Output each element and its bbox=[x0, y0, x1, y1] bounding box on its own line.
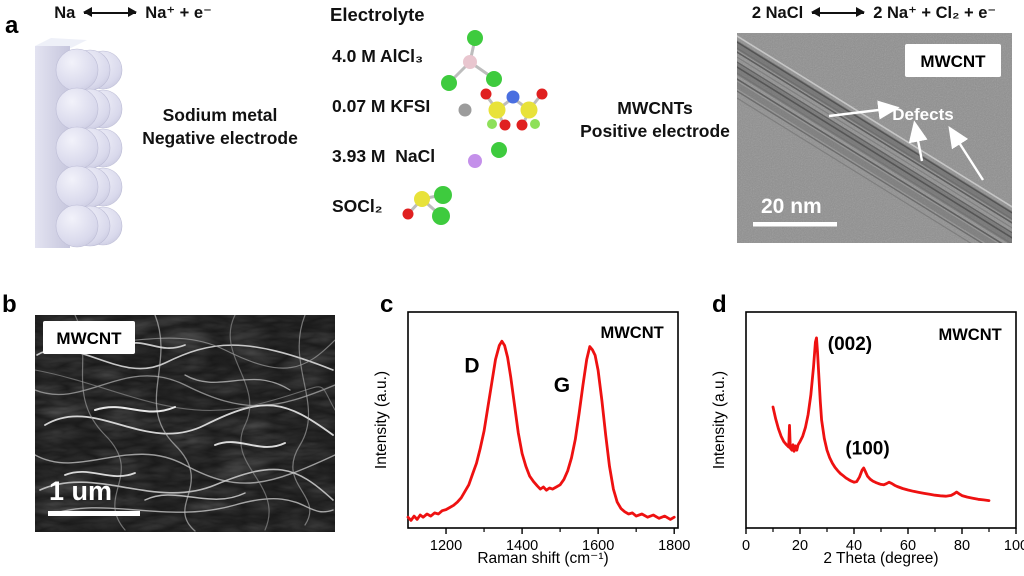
equation-chlorine-lhs: 2 NaCl bbox=[751, 3, 804, 22]
alcl3-molecule-icon bbox=[441, 30, 502, 91]
equation-chlorine-rhs: 2 Na⁺ + Cl₂ + e⁻ bbox=[873, 4, 997, 22]
negative-electrode-caption: Sodium metal Negative electrode bbox=[135, 104, 305, 150]
panel-label-b: b bbox=[2, 291, 17, 318]
defect-arrow-icon bbox=[948, 125, 985, 181]
tem-badge-label: MWCNT bbox=[920, 52, 986, 71]
x-tick-label: 100 bbox=[1004, 538, 1024, 554]
block-top-face bbox=[35, 38, 87, 48]
x-axis-label: Raman shift (cm⁻¹) bbox=[477, 550, 608, 567]
chart-annotation: MWCNT bbox=[600, 324, 663, 342]
kfsi-molecule-icon bbox=[458, 88, 548, 131]
defects-annotation: Defects bbox=[892, 105, 953, 124]
caption-line2: Positive electrode bbox=[580, 121, 730, 141]
chart-annotation: MWCNT bbox=[938, 326, 1001, 344]
nacl-molecule-icon bbox=[468, 142, 507, 168]
y-axis-label: Intensity (a.u.) bbox=[711, 371, 728, 469]
sem-scalebar-line bbox=[48, 511, 140, 516]
electrolyte-item-alcl3: 4.0 M AlCl₃ bbox=[332, 46, 424, 66]
raman-spectrum-chart: 1200 1400 1600 1800 Raman shift (cm⁻¹) Intens… bbox=[373, 311, 690, 567]
defect-arrow-icon bbox=[908, 120, 928, 162]
tem-scalebar-line bbox=[753, 222, 837, 227]
equilibrium-arrow-icon bbox=[83, 6, 138, 18]
sodium-sphere-rows bbox=[55, 48, 123, 248]
panel-label-a: a bbox=[5, 12, 19, 39]
caption-line1: MWCNTs bbox=[617, 98, 693, 118]
x-tick-label: 40 bbox=[846, 538, 862, 554]
sem-fibers bbox=[35, 315, 335, 532]
sem-badge-label: MWCNT bbox=[56, 329, 122, 348]
electrolyte-item-nacl: 3.93 M NaCl bbox=[332, 146, 436, 166]
data-curve bbox=[406, 339, 676, 522]
panel-label-c: c bbox=[380, 291, 394, 318]
x-tick-label: 60 bbox=[900, 538, 916, 554]
caption-line2: Negative electrode bbox=[142, 128, 298, 148]
plot-frame bbox=[745, 311, 1017, 529]
sem-micrograph: MWCNT 1 um bbox=[35, 315, 335, 532]
x-tick-label: 1400 bbox=[506, 538, 538, 554]
defect-arrows bbox=[828, 100, 985, 181]
equation-sodium-rhs: Na⁺ + e⁻ bbox=[145, 4, 212, 22]
x-tick-label: 20 bbox=[792, 538, 808, 554]
nanotube-band bbox=[737, 35, 1012, 243]
socl2-molecule-icon bbox=[402, 186, 452, 225]
panel-label-d: d bbox=[712, 291, 727, 318]
sem-scalebar: 1 um bbox=[48, 476, 140, 516]
equation-sodium-lhs: Na bbox=[54, 3, 76, 22]
tem-micrograph: MWCNT Defects 20 nm bbox=[737, 33, 1012, 243]
equilibrium-arrow-icon bbox=[811, 6, 866, 18]
sem-mwcnt-badge: MWCNT bbox=[43, 321, 135, 354]
electrolyte-item-socl2: SOCl₂ bbox=[332, 196, 383, 216]
positive-electrode-caption: MWCNTs Positive electrode bbox=[560, 97, 750, 143]
defect-arrow-icon bbox=[828, 100, 900, 120]
x-tick-label: 80 bbox=[954, 538, 970, 554]
sodium-electrode-illustration bbox=[35, 38, 123, 248]
electrolyte-title: Electrolyte bbox=[330, 4, 425, 25]
plot-frame bbox=[407, 311, 679, 529]
data-curve bbox=[771, 336, 991, 502]
y-axis-label: Intensity (a.u.) bbox=[373, 371, 390, 469]
x-tick-label: 1200 bbox=[430, 538, 462, 554]
sem-scalebar-label: 1 um bbox=[49, 476, 112, 506]
chart-annotation: (100) bbox=[845, 439, 889, 460]
caption-line1: Sodium metal bbox=[162, 105, 278, 125]
x-tick-label: 0 bbox=[742, 538, 750, 554]
equation-chlorine: 2 NaCl 2 Na⁺ + Cl₂ + e⁻ bbox=[728, 3, 1020, 23]
electrolyte-item-kfsi: 0.07 M KFSI bbox=[332, 96, 431, 116]
equation-sodium: Na Na⁺ + e⁻ bbox=[38, 3, 228, 23]
tem-scalebar: 20 nm bbox=[753, 195, 837, 227]
chart-annotation: G bbox=[554, 374, 570, 397]
chart-annotation: (002) bbox=[828, 334, 872, 355]
tem-mwcnt-badge: MWCNT bbox=[905, 44, 1001, 77]
x-tick-label: 1800 bbox=[658, 538, 690, 554]
xrd-pattern-chart: 0 20 40 60 80 100 2 Theta (degree) Intensity (a… bbox=[711, 311, 1024, 567]
x-tick-label: 1600 bbox=[582, 538, 614, 554]
x-axis-label: 2 Theta (degree) bbox=[823, 550, 938, 567]
chart-annotation: D bbox=[464, 354, 479, 377]
tem-scalebar-label: 20 nm bbox=[761, 195, 822, 218]
